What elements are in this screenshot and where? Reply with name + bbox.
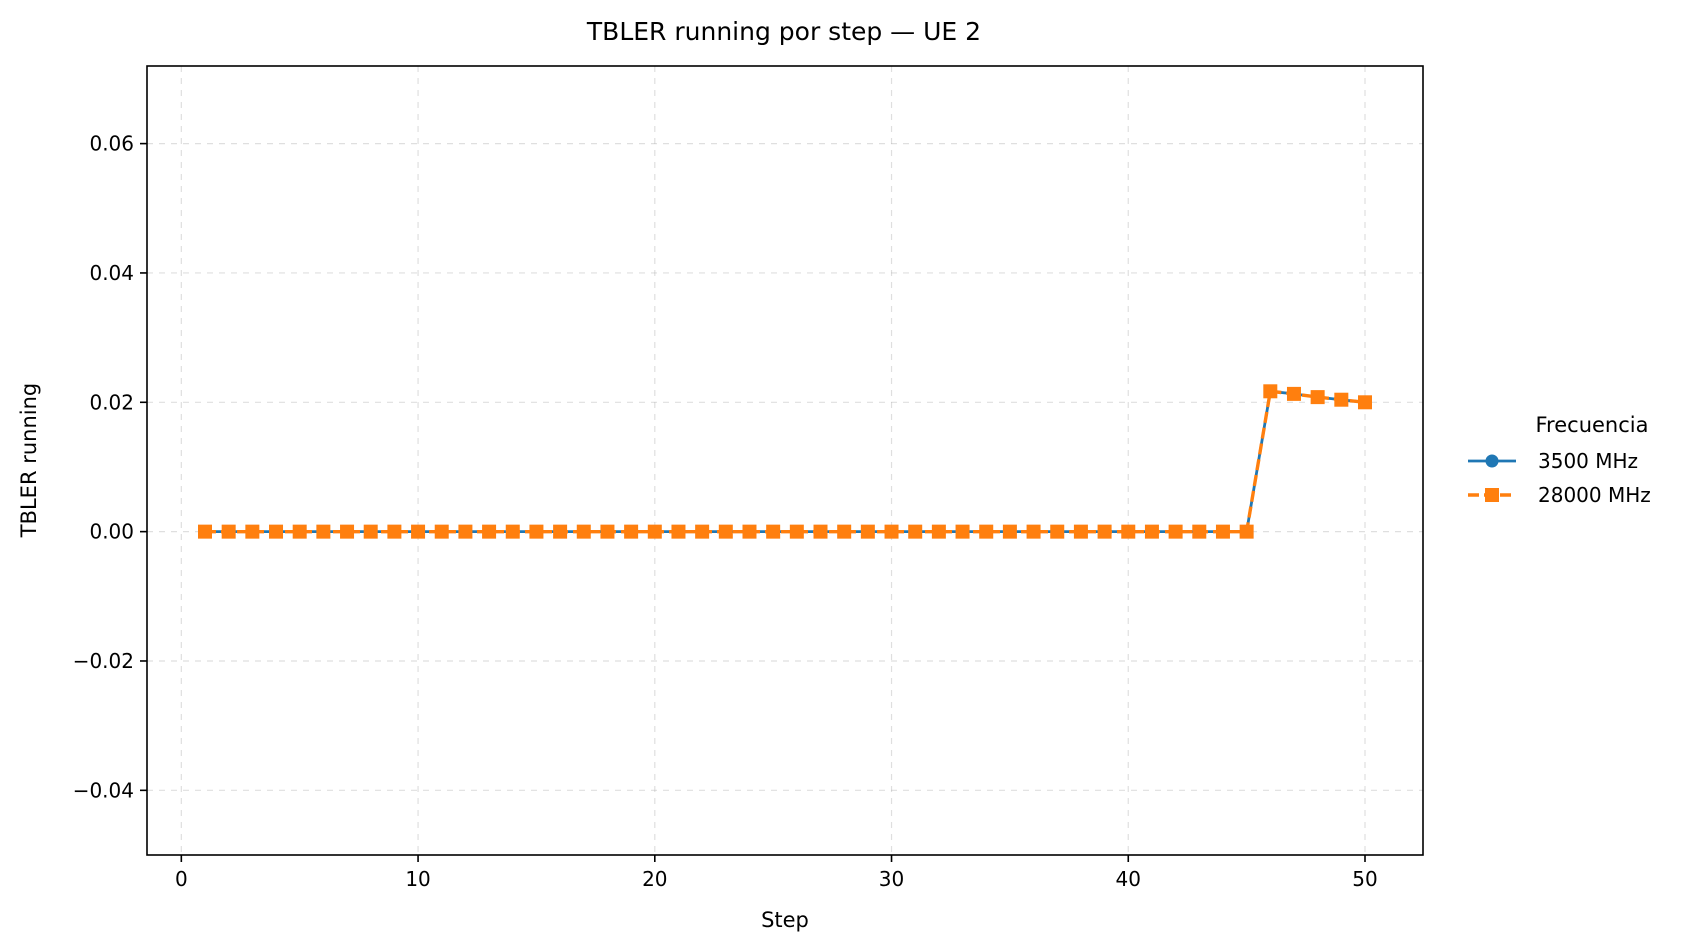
data-point: [482, 524, 497, 539]
plot-frame: [146, 65, 1424, 856]
data-point: [1002, 524, 1017, 539]
x-tick-label: 30: [879, 867, 904, 891]
legend-marker: [1485, 488, 1499, 502]
y-axis-label: TBLER running: [17, 383, 41, 539]
data-point: [1334, 392, 1349, 407]
data-point: [1168, 524, 1183, 539]
y-tick-label: 0.00: [89, 520, 134, 544]
data-point: [979, 524, 994, 539]
data-point: [245, 524, 260, 539]
data-point: [221, 524, 236, 539]
y-axis-ticks: −0.04 −0.02 0.00 0.02 0.04 0.06: [73, 132, 147, 802]
data-point: [292, 524, 307, 539]
data-point: [884, 524, 899, 539]
data-point: [1215, 524, 1230, 539]
series-1: [198, 384, 1372, 539]
legend-marker: [1485, 454, 1499, 468]
x-tick-label: 10: [405, 867, 430, 891]
data-point: [860, 524, 875, 539]
data-point: [955, 524, 970, 539]
data-point: [1263, 384, 1278, 399]
y-tick-label: 0.04: [89, 261, 134, 285]
data-point: [316, 524, 331, 539]
data-point: [1097, 524, 1112, 539]
chart-title: TBLER running por step — UE 2: [586, 17, 981, 46]
data-point: [576, 524, 591, 539]
legend-entry: 28000 MHz: [1468, 483, 1651, 507]
legend-label: 3500 MHz: [1538, 449, 1638, 473]
data-point: [553, 524, 568, 539]
x-tick-label: 0: [175, 867, 188, 891]
data-point: [411, 524, 426, 539]
data-point: [198, 524, 212, 539]
x-tick-label: 20: [642, 867, 667, 891]
series-layer: [198, 384, 1372, 539]
data-point: [624, 524, 639, 539]
data-point: [600, 524, 615, 539]
data-point: [529, 524, 544, 539]
data-point: [1239, 524, 1254, 539]
data-point: [269, 524, 284, 539]
y-tick-label: 0.02: [89, 390, 134, 414]
series-0: [198, 384, 1372, 539]
x-tick-label: 50: [1352, 867, 1377, 891]
x-axis-ticks: 0 10 20 30 40 50: [175, 855, 1378, 891]
data-point: [1286, 386, 1301, 401]
data-point: [1050, 524, 1065, 539]
data-point: [908, 524, 923, 539]
data-point: [1073, 524, 1088, 539]
y-tick-label: −0.04: [73, 778, 134, 802]
data-point: [458, 524, 473, 539]
legend-title: Frecuencia: [1536, 413, 1649, 437]
series-line: [205, 389, 1366, 534]
data-point: [1192, 524, 1207, 539]
data-point: [505, 524, 520, 539]
data-point: [695, 524, 710, 539]
data-point: [1358, 395, 1372, 410]
data-point: [1026, 524, 1041, 539]
data-point: [931, 524, 946, 539]
data-point: [742, 524, 757, 539]
data-point: [647, 524, 662, 539]
series-line: [205, 389, 1366, 534]
data-point: [363, 524, 378, 539]
data-point: [837, 524, 852, 539]
grid: [147, 66, 1423, 855]
data-point: [1144, 524, 1159, 539]
data-point: [671, 524, 686, 539]
x-axis-label: Step: [761, 908, 809, 932]
x-tick-label: 40: [1116, 867, 1141, 891]
data-point: [387, 524, 402, 539]
data-point: [789, 524, 804, 539]
legend-entry: 3500 MHz: [1468, 449, 1638, 473]
legend-label: 28000 MHz: [1538, 483, 1651, 507]
data-point: [340, 524, 355, 539]
data-point: [434, 524, 449, 539]
data-point: [1310, 390, 1325, 405]
y-tick-label: −0.02: [73, 649, 134, 673]
data-point: [813, 524, 828, 539]
legend: Frecuencia 3500 MHz 28000 MHz: [1468, 413, 1651, 507]
y-tick-label: 0.06: [89, 132, 134, 156]
data-point: [1121, 524, 1136, 539]
data-point: [766, 524, 781, 539]
data-point: [718, 524, 733, 539]
